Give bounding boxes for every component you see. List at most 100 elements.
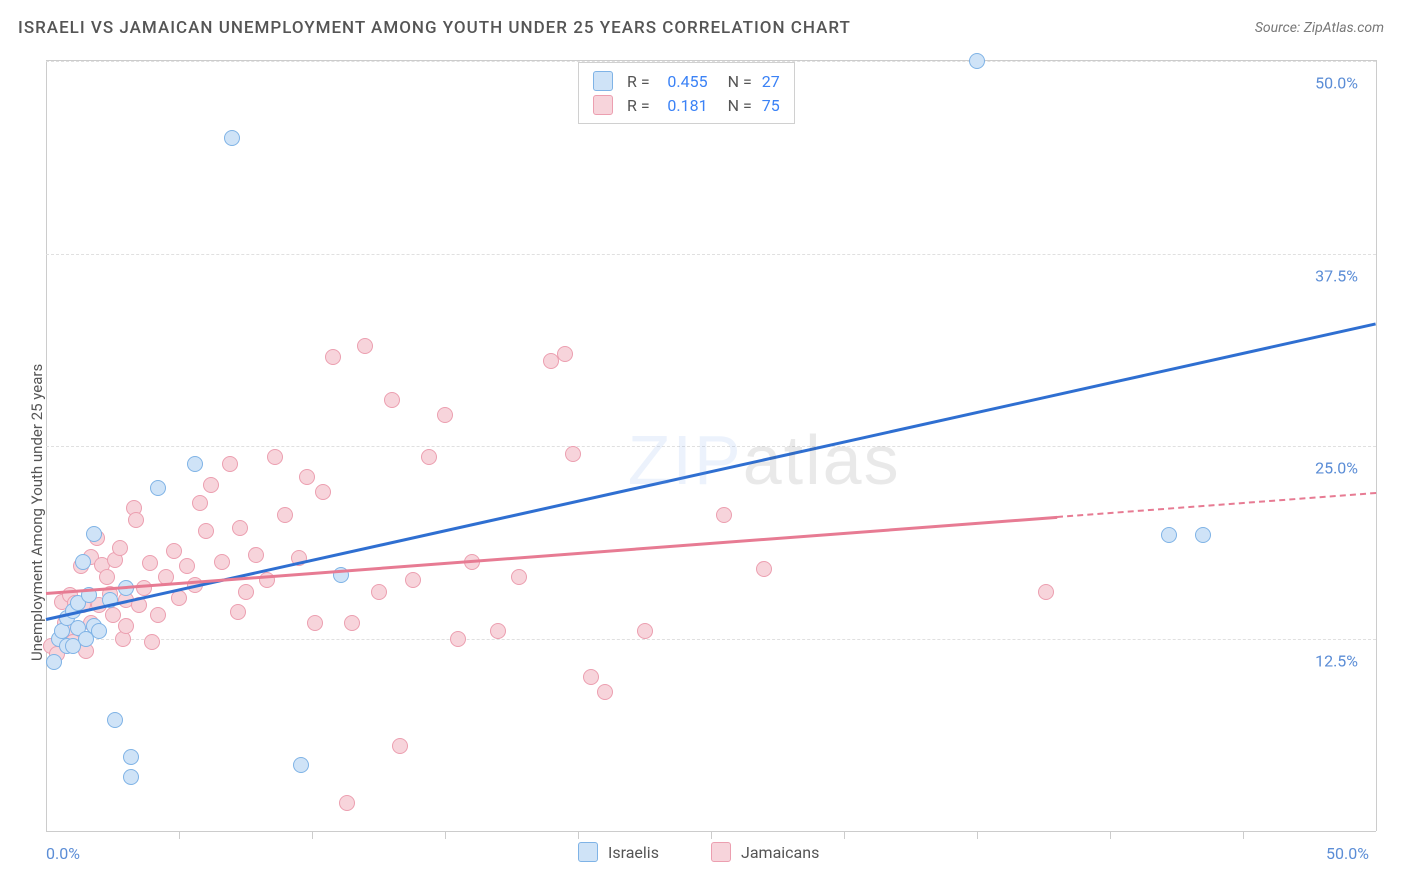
legend-label: Israelis [608,843,659,862]
data-point [716,507,732,523]
x-tick [179,831,180,839]
legend-r-value: 0.181 [660,96,708,115]
data-point [315,484,331,500]
chart-plot-area: 12.5% 25.0% 37.5% 50.0% [46,60,1377,831]
legend-row: R = 0.455 N = 27 [593,69,780,93]
x-tick [711,831,712,839]
y-tick-label: 12.5% [1315,651,1358,670]
legend-n-label: N = [728,72,752,91]
data-point [969,53,985,69]
data-point [371,584,387,600]
data-point [339,795,355,811]
legend-n-label: N = [728,96,752,115]
source-label: Source: ZipAtlas.com [1255,20,1384,36]
y-tick-label: 37.5% [1315,266,1358,285]
data-point [46,654,62,670]
gridline [46,446,1376,447]
data-point [136,580,152,596]
data-point [277,507,293,523]
data-point [128,512,144,528]
legend-n-value: 27 [762,72,780,91]
data-point [597,684,613,700]
data-point [75,554,91,570]
data-point [203,477,219,493]
x-tick [312,831,313,839]
legend-swatch [593,71,613,91]
data-point [118,618,134,634]
data-point [1195,527,1211,543]
data-point [171,590,187,606]
data-point [1161,527,1177,543]
data-point [756,561,772,577]
data-point [384,392,400,408]
data-point [187,456,203,472]
data-point [91,623,107,639]
data-point [166,543,182,559]
data-point [557,346,573,362]
trend-line-dashed [1057,492,1376,518]
data-point [238,584,254,600]
legend-box: R = 0.455 N = 27 R = 0.181 N = 75 [578,62,795,124]
y-tick-label: 25.0% [1315,459,1358,478]
data-point [112,540,128,556]
data-point [230,604,246,620]
data-point [267,449,283,465]
data-point [150,480,166,496]
legend-n-value: 75 [762,96,780,115]
legend-swatch [711,842,731,862]
y-axis-title: Unemployment Among Youth under 25 years [28,363,46,660]
chart-title: ISRAELI VS JAMAICAN UNEMPLOYMENT AMONG Y… [18,18,851,38]
data-point [198,523,214,539]
legend-row: R = 0.181 N = 75 [593,93,780,117]
data-point [99,569,115,585]
x-tick [445,831,446,839]
x-tick [1110,831,1111,839]
y-tick-label: 50.0% [1315,74,1358,93]
data-point [511,569,527,585]
data-point [107,712,123,728]
data-point [1038,584,1054,600]
x-axis-max-label: 50.0% [1326,844,1369,863]
data-point [583,669,599,685]
data-point [150,607,166,623]
data-point [405,572,421,588]
legend-r-label: R = [627,96,650,115]
data-point [344,615,360,631]
data-point [222,456,238,472]
data-point [144,634,160,650]
legend-r-value: 0.455 [660,72,708,91]
data-point [437,407,453,423]
data-point [248,547,264,563]
x-axis-min-label: 0.0% [46,844,80,863]
legend-swatch [578,842,598,862]
gridline [46,254,1376,255]
data-point [565,446,581,462]
x-tick [977,831,978,839]
data-point [232,520,248,536]
data-point [123,769,139,785]
data-point [293,757,309,773]
legend-r-label: R = [627,72,650,91]
data-point [179,558,195,574]
data-point [421,449,437,465]
bottom-legend-israelis: Israelis [578,842,659,862]
legend-swatch [593,95,613,115]
data-point [637,623,653,639]
data-point [490,623,506,639]
data-point [224,130,240,146]
data-point [123,749,139,765]
data-point [450,631,466,647]
data-point [214,554,230,570]
data-point [392,738,408,754]
data-point [307,615,323,631]
x-tick [844,831,845,839]
data-point [357,338,373,354]
data-point [325,349,341,365]
data-point [86,526,102,542]
legend-label: Jamaicans [741,843,819,862]
x-tick [1243,831,1244,839]
bottom-legend-jamaicans: Jamaicans [711,842,819,862]
gridline [46,639,1376,640]
data-point [299,469,315,485]
data-point [192,495,208,511]
